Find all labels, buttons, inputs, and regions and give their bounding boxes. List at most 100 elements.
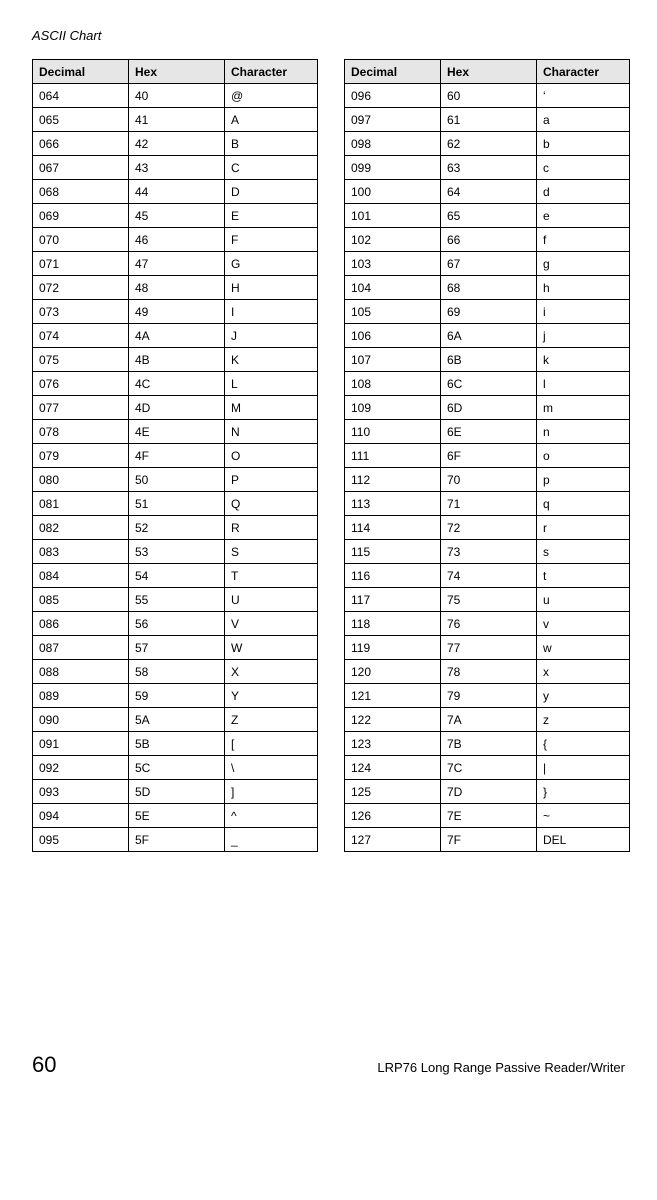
- cell-dec: 109: [345, 396, 441, 420]
- cell-chr: U: [225, 588, 318, 612]
- table-row: 0764CL: [33, 372, 318, 396]
- cell-hex: 71: [441, 492, 537, 516]
- cell-hex: 42: [129, 132, 225, 156]
- table-row: 06844D: [33, 180, 318, 204]
- cell-chr: DEL: [537, 828, 630, 852]
- table-row: 08959Y: [33, 684, 318, 708]
- cell-dec: 110: [345, 420, 441, 444]
- table-row: 08555U: [33, 588, 318, 612]
- cell-dec: 107: [345, 348, 441, 372]
- cell-dec: 127: [345, 828, 441, 852]
- cell-chr: X: [225, 660, 318, 684]
- cell-dec: 091: [33, 732, 129, 756]
- cell-dec: 068: [33, 180, 129, 204]
- cell-dec: 066: [33, 132, 129, 156]
- cell-hex: 51: [129, 492, 225, 516]
- cell-chr: O: [225, 444, 318, 468]
- cell-hex: 65: [441, 204, 537, 228]
- table-row: 10064d: [345, 180, 630, 204]
- cell-hex: 48: [129, 276, 225, 300]
- cell-dec: 088: [33, 660, 129, 684]
- cell-hex: 70: [441, 468, 537, 492]
- table-row: 12078x: [345, 660, 630, 684]
- cell-chr: B: [225, 132, 318, 156]
- col-character: Character: [537, 60, 630, 84]
- cell-chr: u: [537, 588, 630, 612]
- cell-dec: 095: [33, 828, 129, 852]
- cell-dec: 089: [33, 684, 129, 708]
- cell-chr: s: [537, 540, 630, 564]
- page-footer: 60 LRP76 Long Range Passive Reader/Write…: [32, 1052, 625, 1078]
- table-row: 10367g: [345, 252, 630, 276]
- cell-dec: 123: [345, 732, 441, 756]
- cell-chr: r: [537, 516, 630, 540]
- col-hex: Hex: [129, 60, 225, 84]
- cell-chr: \: [225, 756, 318, 780]
- cell-chr: [: [225, 732, 318, 756]
- table-row: 06440@: [33, 84, 318, 108]
- cell-chr: }: [537, 780, 630, 804]
- cell-dec: 077: [33, 396, 129, 420]
- table-row: 11371q: [345, 492, 630, 516]
- cell-hex: 5E: [129, 804, 225, 828]
- cell-chr: J: [225, 324, 318, 348]
- cell-hex: 76: [441, 612, 537, 636]
- cell-hex: 67: [441, 252, 537, 276]
- cell-dec: 122: [345, 708, 441, 732]
- table-row: 09963c: [345, 156, 630, 180]
- cell-dec: 064: [33, 84, 129, 108]
- cell-dec: 067: [33, 156, 129, 180]
- cell-chr: D: [225, 180, 318, 204]
- cell-dec: 105: [345, 300, 441, 324]
- cell-chr: ~: [537, 804, 630, 828]
- cell-dec: 103: [345, 252, 441, 276]
- table-row: 08050P: [33, 468, 318, 492]
- cell-dec: 081: [33, 492, 129, 516]
- table-row: 08858X: [33, 660, 318, 684]
- cell-hex: 75: [441, 588, 537, 612]
- cell-dec: 126: [345, 804, 441, 828]
- cell-chr: o: [537, 444, 630, 468]
- ascii-table-left: Decimal Hex Character 06440@06541A06642B…: [32, 59, 318, 852]
- table-row: 06945E: [33, 204, 318, 228]
- cell-hex: 77: [441, 636, 537, 660]
- cell-dec: 097: [345, 108, 441, 132]
- cell-chr: b: [537, 132, 630, 156]
- cell-dec: 069: [33, 204, 129, 228]
- ascii-table-right: Decimal Hex Character 09660‘09761a09862b…: [344, 59, 630, 852]
- cell-hex: 57: [129, 636, 225, 660]
- table-row: 0774DM: [33, 396, 318, 420]
- table-row: 10165e: [345, 204, 630, 228]
- table-row: 11472r: [345, 516, 630, 540]
- cell-hex: 5B: [129, 732, 225, 756]
- cell-dec: 118: [345, 612, 441, 636]
- cell-dec: 090: [33, 708, 129, 732]
- col-hex: Hex: [441, 60, 537, 84]
- cell-hex: 7A: [441, 708, 537, 732]
- cell-chr: z: [537, 708, 630, 732]
- cell-chr: l: [537, 372, 630, 396]
- cell-chr: F: [225, 228, 318, 252]
- cell-hex: 7F: [441, 828, 537, 852]
- cell-hex: 44: [129, 180, 225, 204]
- table-row: 06642B: [33, 132, 318, 156]
- cell-dec: 112: [345, 468, 441, 492]
- cell-hex: 6B: [441, 348, 537, 372]
- table-row: 1237B{: [345, 732, 630, 756]
- cell-chr: G: [225, 252, 318, 276]
- cell-hex: 59: [129, 684, 225, 708]
- cell-chr: R: [225, 516, 318, 540]
- cell-hex: 4A: [129, 324, 225, 348]
- cell-chr: V: [225, 612, 318, 636]
- table-row: 1076Bk: [345, 348, 630, 372]
- table-header-row: Decimal Hex Character: [33, 60, 318, 84]
- cell-hex: 6E: [441, 420, 537, 444]
- cell-hex: 55: [129, 588, 225, 612]
- cell-hex: 7B: [441, 732, 537, 756]
- cell-dec: 076: [33, 372, 129, 396]
- cell-dec: 102: [345, 228, 441, 252]
- cell-hex: 61: [441, 108, 537, 132]
- cell-hex: 5A: [129, 708, 225, 732]
- cell-chr: q: [537, 492, 630, 516]
- cell-chr: Y: [225, 684, 318, 708]
